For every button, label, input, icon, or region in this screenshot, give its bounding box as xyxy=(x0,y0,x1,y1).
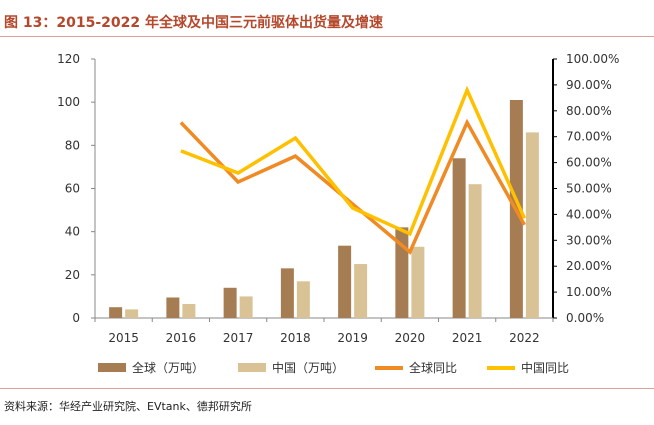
bar-china-2019 xyxy=(354,264,368,318)
right-tick-label: 80.00% xyxy=(566,104,612,118)
chart-title: 图 13：2015-2022 年全球及中国三元前驱体出货量及增速 xyxy=(4,15,383,31)
left-tick-label: 80 xyxy=(65,138,80,152)
bar-global-2018 xyxy=(280,268,294,318)
right-tick-label: 20.00% xyxy=(566,259,612,273)
right-tick-label: 60.00% xyxy=(566,156,612,170)
x-tick-label: 2019 xyxy=(337,331,368,345)
legend-china-yoy: 中国同比 xyxy=(487,360,569,375)
bar-china-2015 xyxy=(125,309,139,318)
source-note: 资料来源：华经产业研究院、EVtank、德邦研究所 xyxy=(4,400,252,413)
x-tick-label: 2017 xyxy=(223,331,254,345)
right-tick-label: 0.00% xyxy=(566,311,604,325)
left-tick-label: 0 xyxy=(72,311,80,325)
legend-china-volume: 中国（万吨） xyxy=(238,360,344,375)
x-tick-label: 2018 xyxy=(280,331,311,345)
right-tick-label: 90.00% xyxy=(566,78,612,92)
footer-divider xyxy=(0,388,654,389)
x-tick-label: 2021 xyxy=(452,331,483,345)
bar-china-2018 xyxy=(296,281,310,318)
x-tick-label: 2020 xyxy=(395,331,426,345)
x-tick-label: 2016 xyxy=(166,331,197,345)
left-tick-label: 100 xyxy=(57,95,80,109)
right-tick-label: 40.00% xyxy=(566,207,612,221)
left-tick-label: 60 xyxy=(65,182,80,196)
legend-label: 全球（万吨） xyxy=(132,360,204,375)
right-tick-label: 10.00% xyxy=(566,285,612,299)
legend-label: 全球同比 xyxy=(409,360,457,375)
x-tick-label: 2015 xyxy=(108,331,139,345)
line-global-yoy xyxy=(179,118,526,255)
bar-global-2021 xyxy=(452,158,466,318)
bar-china-2022 xyxy=(525,132,539,318)
left-tick-label: 40 xyxy=(65,225,80,239)
x-tick-label: 2022 xyxy=(509,331,540,345)
bar-china-2020 xyxy=(411,246,425,318)
bar-global-2017 xyxy=(223,287,237,318)
legend-global-yoy: 全球同比 xyxy=(375,360,457,375)
left-tick-label: 20 xyxy=(65,268,80,282)
legend-label: 中国同比 xyxy=(521,360,569,375)
bar-global-2019 xyxy=(338,245,352,318)
line-china-yoy xyxy=(180,85,526,237)
title-divider xyxy=(0,36,654,37)
bar-global-2016 xyxy=(166,297,180,318)
legend-global-volume: 全球（万吨） xyxy=(98,360,204,375)
legend-label: 中国（万吨） xyxy=(272,360,344,375)
bar-china-2021 xyxy=(468,184,482,318)
bar-global-2015 xyxy=(109,307,123,318)
right-tick-label: 30.00% xyxy=(566,233,612,247)
right-tick-label: 50.00% xyxy=(566,182,612,196)
right-tick-label: 70.00% xyxy=(566,130,612,144)
bar-china-2016 xyxy=(182,303,196,318)
right-tick-label: 100.00% xyxy=(566,52,619,66)
left-tick-label: 120 xyxy=(57,52,80,66)
legend-swatch xyxy=(238,363,266,372)
bar-china-2017 xyxy=(239,296,253,318)
legend-swatch xyxy=(98,363,126,372)
